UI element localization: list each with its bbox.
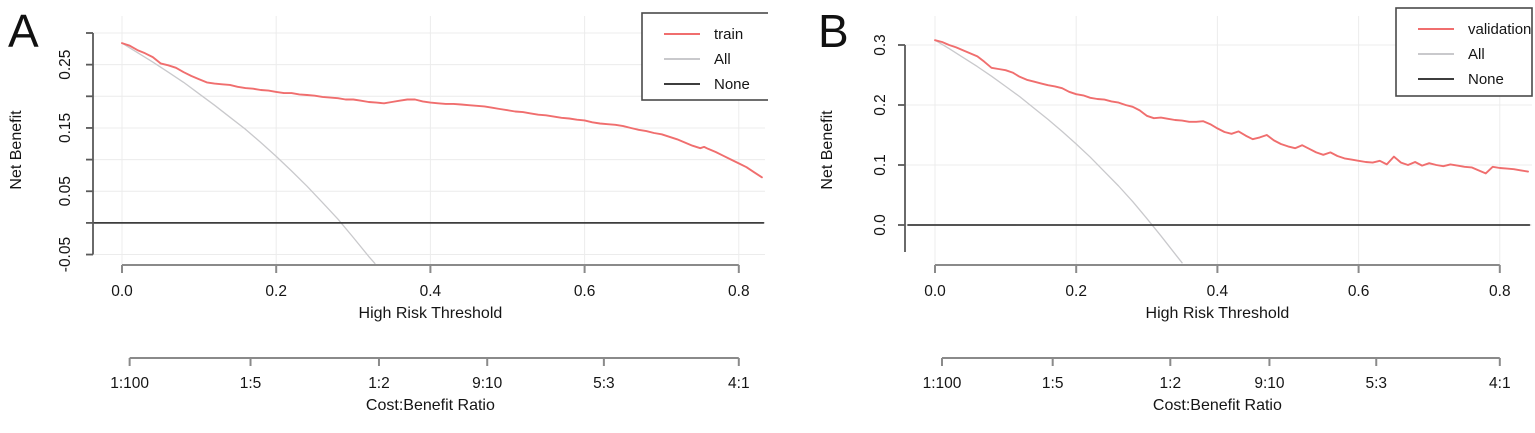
x-tick-label: 0.6: [574, 283, 596, 300]
cost-tick-label: 4:1: [1489, 375, 1511, 392]
x-tick-label: 0.0: [111, 283, 133, 300]
cost-axis: 1:100 1:5 1:2 9:10 5:3 4:1 Cost:Benefit Ratio: [923, 357, 1511, 414]
panel-b-label: B: [818, 5, 849, 57]
y-axis: 0.3 0.2 0.1 0.0 Net Benefit: [819, 34, 906, 252]
legend-label: train: [714, 26, 743, 43]
x-tick-label: 0.4: [1207, 283, 1229, 300]
cost-axis-title: Cost:Benefit Ratio: [1153, 397, 1282, 414]
y-tick-label: 0.15: [57, 113, 74, 143]
cost-tick-label: 9:10: [1254, 375, 1285, 392]
x-tick-label: 0.8: [728, 283, 750, 300]
y-tick-label: 0.25: [57, 50, 74, 80]
panel-b-plot: 0.3 0.2 0.1 0.0 Net Benefit 0.0 0.2 0.4 0.6 0.8 Hi…: [819, 7, 1533, 414]
x-axis-title: High Risk Threshold: [1146, 305, 1290, 322]
cost-axis: 1:100 1:5 1:2 9:10 5:3 4:1 Cost:Benefit Ratio: [110, 357, 750, 414]
cost-tick-label: 5:3: [593, 375, 615, 392]
cost-tick-label: 1:2: [368, 375, 390, 392]
panel-a-plot: 0.25 0.15 0.05 -0.05 Net Benefit 0.0 0.2 0.4 0.6…: [8, 12, 768, 414]
cost-tick-label: 1:100: [923, 375, 962, 392]
y-tick-label: 0.3: [872, 34, 889, 56]
cost-tick-label: 4:1: [728, 375, 750, 392]
legend-label: All: [714, 51, 731, 68]
x-axis: 0.0 0.2 0.4 0.6 0.8 High Risk Threshold: [924, 264, 1511, 322]
cost-tick-label: 1:2: [1160, 375, 1182, 392]
x-axis: 0.0 0.2 0.4 0.6 0.8 High Risk Threshold: [111, 264, 750, 322]
legend-label: validation: [1468, 21, 1531, 38]
x-tick-label: 0.2: [265, 283, 287, 300]
legend: train All None: [641, 12, 768, 101]
y-tick-label: 0.1: [872, 154, 889, 176]
all-curve: [121, 42, 376, 265]
x-tick-label: 0.2: [1065, 283, 1087, 300]
y-tick-label: -0.05: [57, 237, 74, 272]
y-tick-label: 0.05: [57, 176, 74, 206]
cost-tick-label: 1:5: [240, 375, 262, 392]
x-tick-label: 0.0: [924, 283, 946, 300]
legend-label: None: [1468, 71, 1504, 88]
legend-label: All: [1468, 46, 1485, 63]
legend-box: [1395, 7, 1533, 97]
x-axis-title: High Risk Threshold: [359, 305, 503, 322]
x-tick-label: 0.6: [1348, 283, 1370, 300]
cost-tick-label: 1:5: [1042, 375, 1064, 392]
cost-tick-label: 5:3: [1365, 375, 1387, 392]
x-tick-label: 0.4: [420, 283, 442, 300]
cost-tick-label: 9:10: [472, 375, 503, 392]
legend-label: None: [714, 76, 750, 93]
all-curve: [934, 39, 1183, 264]
y-tick-label: 0.0: [872, 214, 889, 236]
panel-a-label: A: [8, 5, 39, 57]
x-tick-label: 0.8: [1489, 283, 1511, 300]
y-axis-title: Net Benefit: [8, 110, 25, 190]
y-tick-label: 0.2: [872, 94, 889, 116]
legend: validation All None: [1395, 7, 1533, 97]
validation-curve: [934, 39, 1529, 175]
cost-tick-label: 1:100: [110, 375, 149, 392]
legend-box: [641, 12, 768, 101]
train-curve: [121, 42, 763, 179]
y-axis: 0.25 0.15 0.05 -0.05 Net Benefit: [8, 32, 94, 272]
cost-axis-title: Cost:Benefit Ratio: [366, 397, 495, 414]
y-axis-title: Net Benefit: [819, 110, 836, 190]
